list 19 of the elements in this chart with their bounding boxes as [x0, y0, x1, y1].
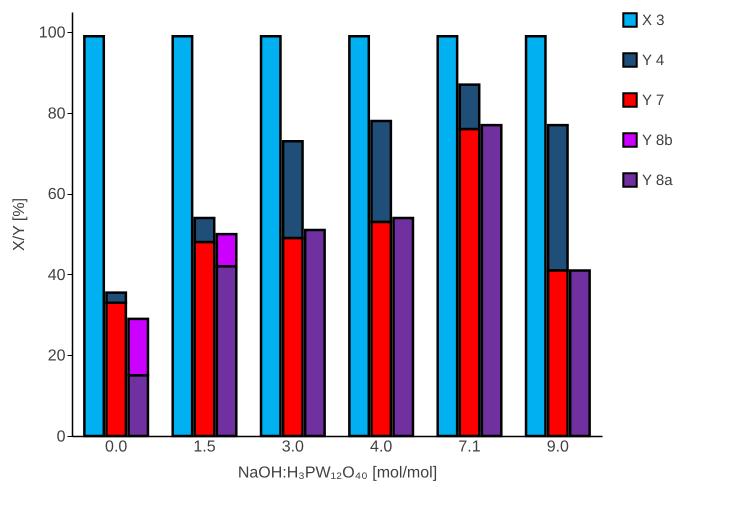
- y-tick-label: 80: [48, 105, 66, 122]
- x-axis-title: NaOH:H₃PW₁₂O₄₀ [mol/mol]: [238, 464, 438, 482]
- y-tick-label: 60: [48, 186, 66, 204]
- legend-label: Y 7: [642, 92, 664, 109]
- x-tick-label: 3.0: [282, 438, 304, 456]
- x-tick-label: 7.1: [458, 438, 481, 456]
- legend-label: Y 8a: [642, 172, 674, 189]
- x-tick-label: 1.5: [193, 438, 216, 456]
- legend-label: X 3: [642, 12, 665, 29]
- y-tick-label: 100: [38, 24, 66, 42]
- y-tick-label: 40: [48, 266, 66, 284]
- legend-label: Y 4: [642, 52, 664, 69]
- y-tick-label: 0: [56, 428, 66, 446]
- y-axis-title: X/Y [%]: [10, 198, 28, 252]
- x-tick-label: 9.0: [546, 438, 570, 456]
- x-tick-label: 4.0: [370, 438, 392, 456]
- x-tick-label: 0.0: [105, 438, 128, 456]
- y-tick-label: 20: [48, 348, 66, 365]
- legend-label: Y 8b: [642, 132, 673, 149]
